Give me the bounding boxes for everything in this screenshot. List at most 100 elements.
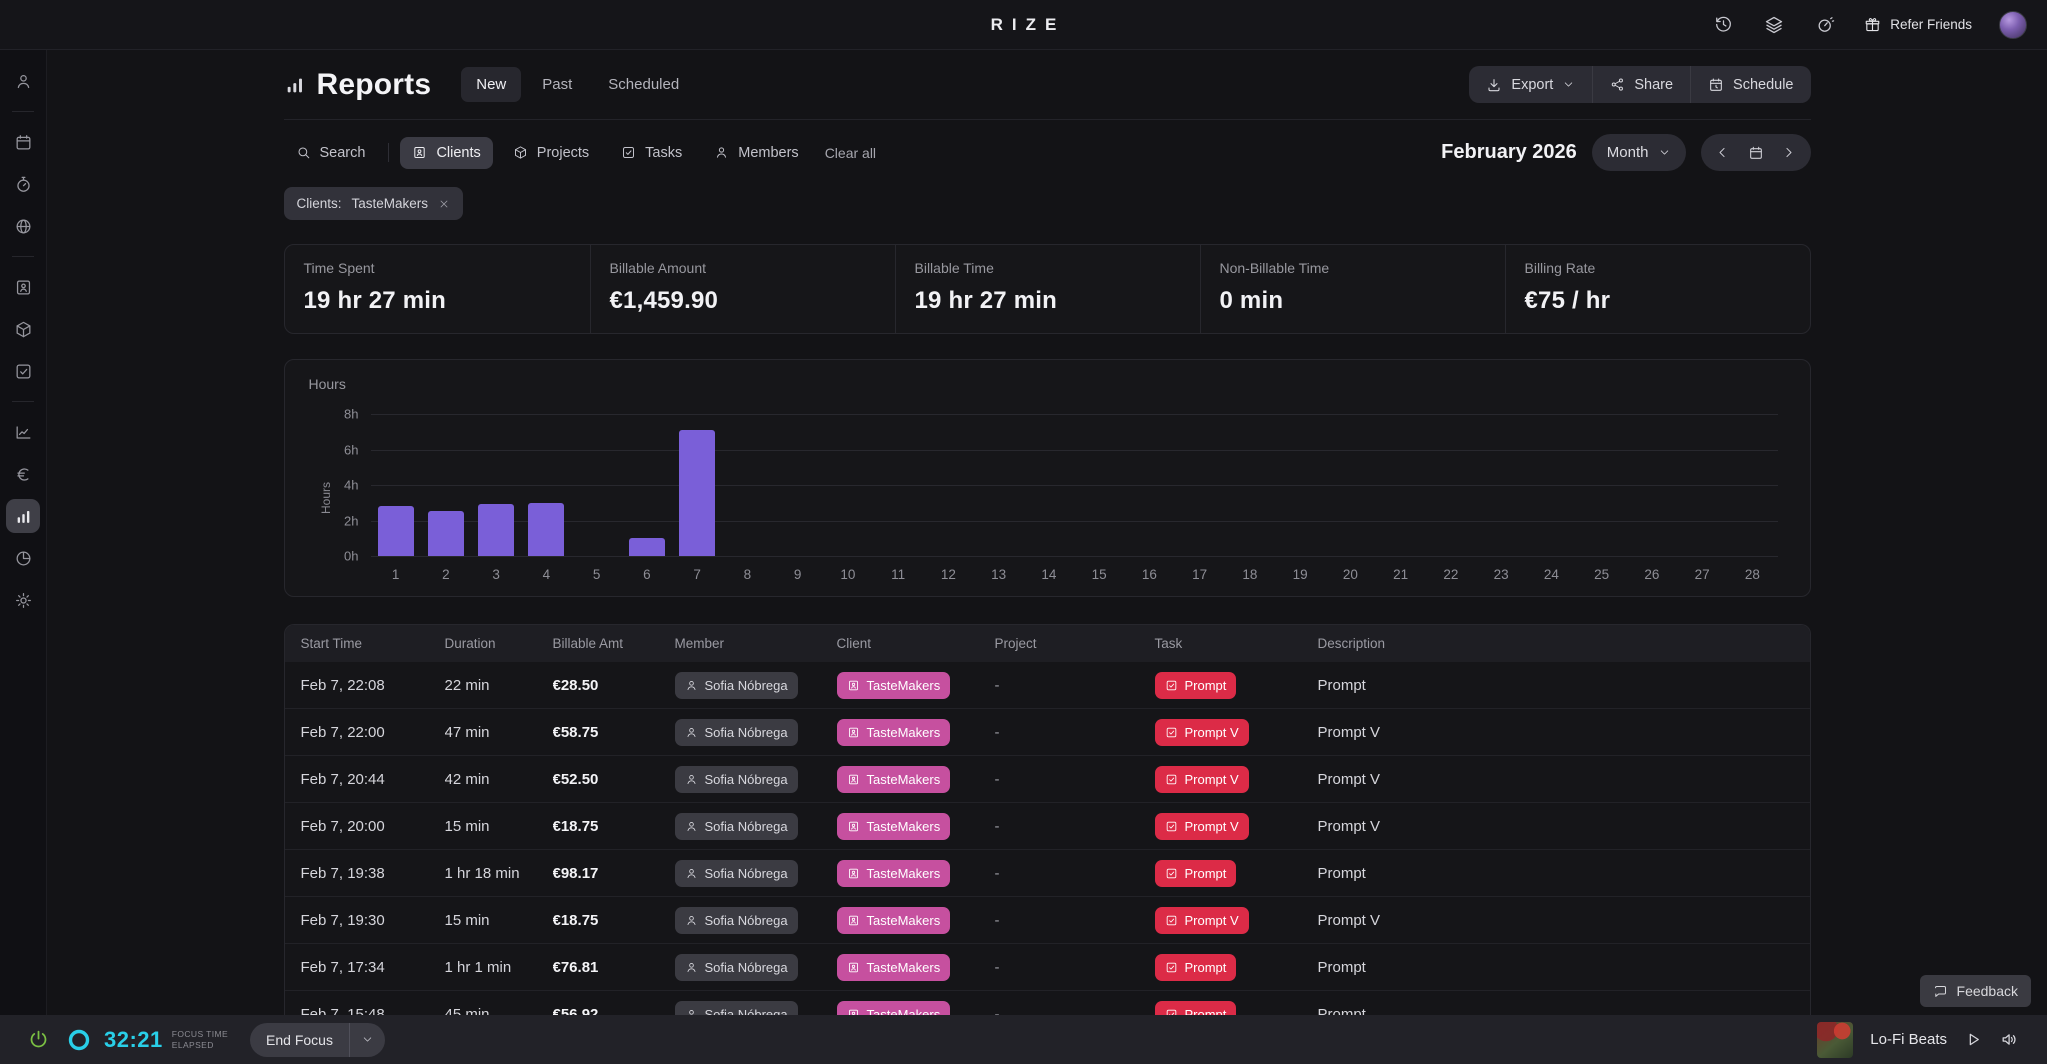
album-art[interactable] xyxy=(1817,1021,1854,1058)
remove-filter-icon[interactable] xyxy=(438,198,450,210)
play-icon[interactable] xyxy=(1964,1030,1983,1049)
focus-timer-caption: FOCUS TIME ELAPSED xyxy=(171,1029,229,1050)
sidebar-item-timer[interactable] xyxy=(6,167,40,201)
next-period-button[interactable] xyxy=(1774,138,1804,168)
feedback-button[interactable]: Feedback xyxy=(1919,975,2031,1007)
schedule-button[interactable]: Schedule xyxy=(1690,66,1810,103)
calendar-picker-button[interactable] xyxy=(1741,138,1771,168)
user-avatar[interactable] xyxy=(1999,10,2027,39)
bar-day-6[interactable] xyxy=(622,414,672,556)
active-filter-chip[interactable]: Clients: TasteMakers xyxy=(283,187,464,220)
table-row[interactable]: Feb 7, 20:44 42 min €52.50 Sofia Nóbrega… xyxy=(284,756,1810,803)
cell-project: - xyxy=(994,723,1000,741)
member-chip[interactable]: Sofia Nóbrega xyxy=(674,859,798,887)
stat-card: Billable Amount €1,459.90 xyxy=(589,245,895,333)
sidebar-item-settings[interactable] xyxy=(6,583,40,617)
bar-day-7[interactable] xyxy=(672,414,722,556)
table-row[interactable]: Feb 7, 22:08 22 min €28.50 Sofia Nóbrega… xyxy=(284,662,1810,709)
granularity-select[interactable]: Month xyxy=(1591,134,1686,171)
member-chip[interactable]: Sofia Nóbrega xyxy=(674,718,798,746)
filter-search[interactable]: Search xyxy=(284,137,378,169)
table-row[interactable]: Feb 7, 19:38 1 hr 18 min €98.17 Sofia Nó… xyxy=(284,850,1810,897)
filter-tasks[interactable]: Tasks xyxy=(609,137,694,169)
x-tick-label: 16 xyxy=(1141,567,1157,582)
table-row[interactable]: Feb 7, 19:30 15 min €18.75 Sofia Nóbrega… xyxy=(284,897,1810,944)
member-chip[interactable]: Sofia Nóbrega xyxy=(674,812,798,840)
table-row[interactable]: Feb 7, 22:00 47 min €58.75 Sofia Nóbrega… xyxy=(284,709,1810,756)
sidebar-item-trends[interactable] xyxy=(6,415,40,449)
history-icon[interactable] xyxy=(1711,13,1735,37)
member-chip[interactable]: Sofia Nóbrega xyxy=(674,906,798,934)
client-chip[interactable]: TasteMakers xyxy=(836,953,951,981)
column-header: Client xyxy=(836,636,872,651)
sidebar-item-tasks[interactable] xyxy=(6,354,40,388)
filter-clients[interactable]: Clients xyxy=(400,136,493,169)
cell-project: - xyxy=(994,864,1000,882)
end-focus-options-button[interactable] xyxy=(348,1022,385,1057)
sidebar-item-calendar[interactable] xyxy=(6,125,40,159)
task-chip[interactable]: Prompt V xyxy=(1154,718,1249,746)
sidebar-item-globe[interactable] xyxy=(6,209,40,243)
client-chip[interactable]: TasteMakers xyxy=(836,718,951,746)
sidebar-item-reports[interactable] xyxy=(6,499,40,533)
task-chip[interactable]: Prompt xyxy=(1154,953,1237,981)
end-focus-button[interactable]: End Focus xyxy=(266,1031,333,1048)
client-chip[interactable]: TasteMakers xyxy=(836,812,951,840)
cell-billable-amount: €58.75 xyxy=(552,723,599,741)
column-header: Duration xyxy=(444,636,496,651)
bar-day-3[interactable] xyxy=(471,414,521,556)
clear-all-button[interactable]: Clear all xyxy=(824,144,877,161)
y-tick-label: 0h xyxy=(344,548,359,564)
x-tick-label: 23 xyxy=(1493,567,1509,582)
pace-icon[interactable] xyxy=(1813,13,1837,37)
bar-day-4[interactable] xyxy=(521,414,571,556)
cell-member: Sofia Nóbrega xyxy=(674,953,837,981)
bar-day-1[interactable] xyxy=(371,414,421,556)
share-button[interactable]: Share xyxy=(1592,66,1690,103)
member-chip[interactable]: Sofia Nóbrega xyxy=(674,953,798,981)
cell-description: Prompt V xyxy=(1317,723,1381,741)
bar-day-15 xyxy=(1074,414,1124,556)
sidebar xyxy=(0,50,47,1064)
x-tick-label: 21 xyxy=(1393,567,1409,582)
client-chip[interactable]: TasteMakers xyxy=(836,671,951,699)
previous-period-button[interactable] xyxy=(1708,138,1738,168)
main-content: Reports New Past Scheduled Export Shar xyxy=(47,50,2047,1064)
cell-billable-amount: €28.50 xyxy=(552,676,599,694)
cell-billable-amount: €18.75 xyxy=(552,817,599,835)
task-chip[interactable]: Prompt xyxy=(1154,671,1237,699)
refer-friends-button[interactable]: Refer Friends xyxy=(1864,16,1972,33)
cell-project: - xyxy=(994,958,1000,976)
task-chip[interactable]: Prompt V xyxy=(1154,812,1249,840)
export-button[interactable]: Export xyxy=(1469,66,1592,103)
table-row[interactable]: Feb 7, 17:34 1 hr 1 min €76.81 Sofia Nób… xyxy=(284,944,1810,991)
sidebar-item-billing[interactable] xyxy=(6,457,40,491)
sidebar-item-clients[interactable] xyxy=(6,270,40,304)
sidebar-item-profile[interactable] xyxy=(6,64,40,98)
sidebar-item-projects[interactable] xyxy=(6,312,40,346)
filter-projects[interactable]: Projects xyxy=(501,137,601,169)
filter-members[interactable]: Members xyxy=(702,137,810,169)
stat-card: Non-Billable Time 0 min xyxy=(1199,245,1505,333)
sidebar-item-breakdown[interactable] xyxy=(6,541,40,575)
client-chip[interactable]: TasteMakers xyxy=(836,859,951,887)
client-chip[interactable]: TasteMakers xyxy=(836,906,951,934)
tab-new[interactable]: New xyxy=(461,67,522,102)
cell-client: TasteMakers xyxy=(836,859,995,887)
volume-icon[interactable] xyxy=(2000,1030,2019,1049)
task-chip[interactable]: Prompt xyxy=(1154,859,1237,887)
filter-row: Search Clients Projects Tasks Membe xyxy=(284,134,1811,171)
power-icon[interactable] xyxy=(28,1029,49,1050)
client-chip[interactable]: TasteMakers xyxy=(836,765,951,793)
member-chip[interactable]: Sofia Nóbrega xyxy=(674,671,798,699)
tab-scheduled[interactable]: Scheduled xyxy=(608,76,680,93)
download-icon xyxy=(1486,77,1502,93)
tab-past[interactable]: Past xyxy=(542,76,573,93)
table-row[interactable]: Feb 7, 20:00 15 min €18.75 Sofia Nóbrega… xyxy=(284,803,1810,850)
bar-day-8 xyxy=(722,414,772,556)
member-chip[interactable]: Sofia Nóbrega xyxy=(674,765,798,793)
bar-day-2[interactable] xyxy=(421,414,471,556)
task-chip[interactable]: Prompt V xyxy=(1154,906,1249,934)
task-chip[interactable]: Prompt V xyxy=(1154,765,1249,793)
layers-icon[interactable] xyxy=(1762,13,1786,37)
